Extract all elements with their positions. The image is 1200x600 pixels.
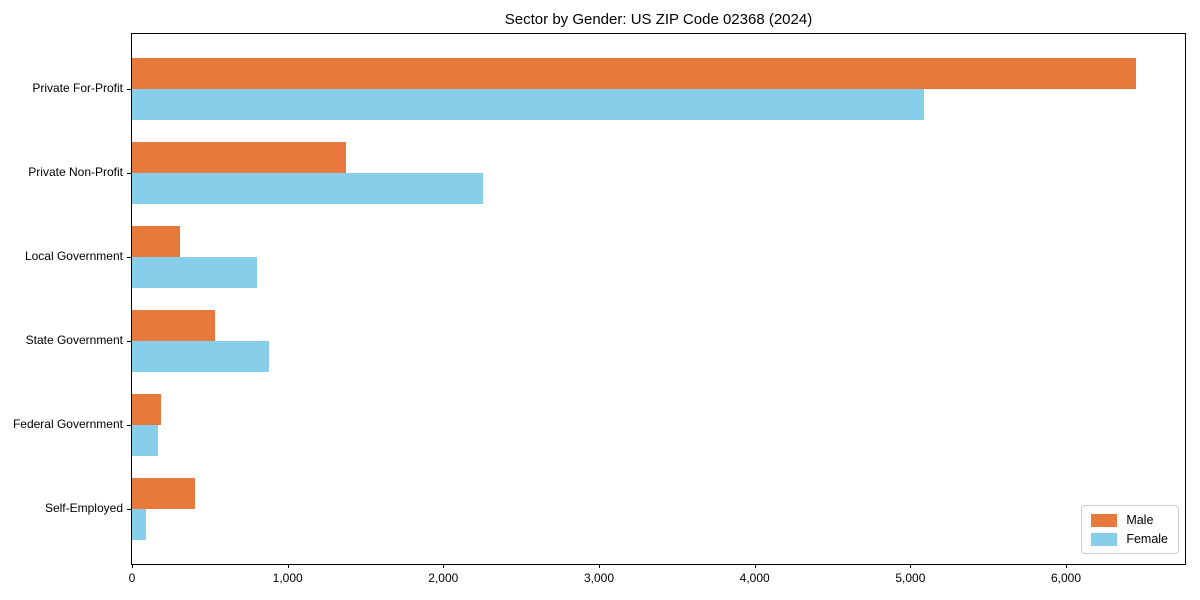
- y-tick-label-federal-government: Federal Government: [12, 417, 123, 431]
- legend-swatch-female: [1091, 532, 1118, 546]
- bar-female-local-government: [132, 257, 257, 288]
- bar-male-federal-government: [132, 394, 161, 425]
- x-tick-mark-1000: [287, 564, 289, 568]
- x-tick-label-1000: 1,000: [272, 571, 303, 585]
- y-tick-label-private-non-profit: Private Non-Profit: [28, 165, 123, 179]
- x-tick-mark-4000: [754, 564, 756, 568]
- y-tick-mark-federal-government: [127, 425, 131, 426]
- legend-label-female: Female: [1126, 532, 1168, 546]
- x-tick-label-0: 0: [128, 571, 136, 585]
- bar-male-state-government: [132, 310, 216, 341]
- chart-title: Sector by Gender: US ZIP Code 02368 (202…: [504, 11, 813, 28]
- x-tick-mark-5000: [910, 564, 912, 568]
- legend-row-female: Female: [1091, 532, 1168, 546]
- bar-female-self-employed: [132, 509, 146, 540]
- x-tick-mark-3000: [599, 564, 600, 568]
- bar-female-private-for-profit: [132, 89, 925, 120]
- plot-area: Private For-Profit Private Non-Profit Loca…: [13, 33, 1186, 585]
- y-tick-mark-self-employed: [127, 509, 131, 510]
- legend-label-male: Male: [1126, 513, 1154, 527]
- legend-swatch-male: [1091, 513, 1118, 527]
- x-tick-label-3000: 3,000: [583, 571, 615, 585]
- y-tick-mark-private-non-profit: [127, 173, 131, 174]
- x-tick-label-5000: 5,000: [895, 571, 926, 585]
- x-tick-label-2000: 2,000: [428, 571, 459, 585]
- y-tick-label-state-government: State Government: [25, 333, 123, 347]
- x-tick-mark-0: [132, 564, 133, 568]
- y-tick-label-private-for-profit: Private For-Profit: [32, 81, 123, 95]
- x-tick-mark-2000: [443, 564, 445, 568]
- y-tick-label-self-employed: Self-Employed: [44, 501, 123, 515]
- y-tick-mark-private-for-profit: [127, 89, 131, 90]
- bar-female-federal-government: [132, 425, 158, 456]
- x-tick-label-6000: 6,000: [1050, 571, 1082, 585]
- bar-male-private-for-profit: [132, 58, 1137, 89]
- legend-row-male: Male: [1091, 513, 1168, 527]
- x-tick-mark-6000: [1066, 564, 1067, 568]
- bar-male-private-non-profit: [132, 142, 347, 173]
- x-tick-label-4000: 4,000: [739, 571, 770, 585]
- bar-male-self-employed: [132, 478, 195, 509]
- bar-female-private-non-profit: [132, 173, 483, 204]
- y-tick-mark-state-government: [127, 341, 131, 342]
- bar-female-state-government: [132, 341, 269, 372]
- y-tick-mark-local-government: [127, 257, 131, 258]
- legend: Male Female: [1081, 505, 1179, 554]
- bar-male-local-government: [132, 226, 181, 257]
- y-tick-label-local-government: Local Government: [24, 249, 123, 263]
- legend-items: Male Female: [1091, 513, 1168, 546]
